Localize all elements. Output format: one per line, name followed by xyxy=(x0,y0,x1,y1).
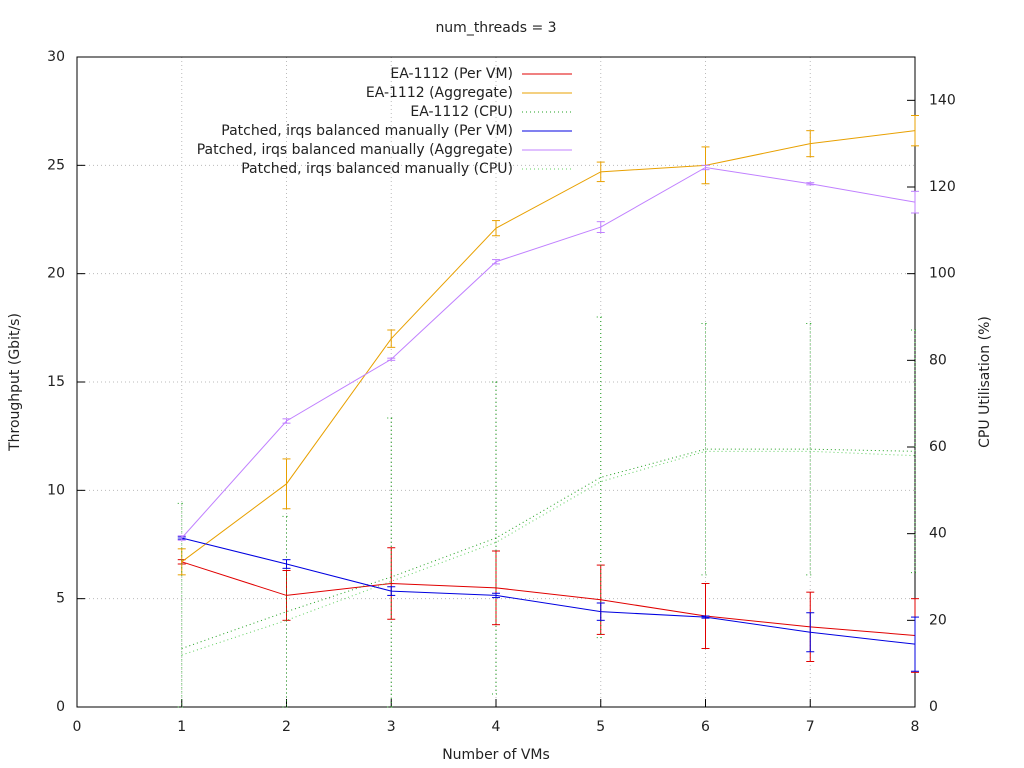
y2-tick-label: 120 xyxy=(929,179,956,195)
series-line xyxy=(181,537,916,645)
y-axis-label: Throughput (Gbit/s) xyxy=(7,313,23,452)
x-axis-label: Number of VMs xyxy=(442,747,550,763)
y-tick-label: 5 xyxy=(56,591,65,607)
x-tick-label: 5 xyxy=(596,719,605,735)
x-tick-label: 1 xyxy=(177,719,186,735)
x-tick-label: 8 xyxy=(911,719,920,735)
series-line xyxy=(181,448,916,649)
x-tick-label: 0 xyxy=(73,719,82,735)
x-tick-label: 4 xyxy=(492,719,501,735)
legend-label: Patched, irqs balanced manually (CPU) xyxy=(241,161,513,177)
error-bar xyxy=(911,329,919,574)
x-tick-label: 2 xyxy=(282,719,291,735)
error-bar xyxy=(282,515,291,708)
y-tick-label: 20 xyxy=(47,266,65,282)
legend-label: EA-1112 (Aggregate) xyxy=(366,85,513,101)
error-bar xyxy=(177,502,186,708)
y2-tick-label: 60 xyxy=(929,439,947,455)
series-line xyxy=(181,166,916,539)
legend-label: EA-1112 (Per VM) xyxy=(390,66,513,82)
error-bar xyxy=(911,115,919,147)
x-tick-label: 3 xyxy=(387,719,396,735)
y-tick-label: 15 xyxy=(47,374,65,390)
legend-label: EA-1112 (CPU) xyxy=(410,104,513,120)
y-tick-label: 10 xyxy=(47,482,65,498)
x-tick-label: 7 xyxy=(806,719,815,735)
y2-tick-label: 20 xyxy=(929,612,947,628)
series-line xyxy=(181,561,916,636)
y2-tick-label: 140 xyxy=(929,92,956,108)
series-line xyxy=(181,130,916,563)
y2-tick-label: 0 xyxy=(929,699,938,715)
y-tick-label: 30 xyxy=(47,49,65,65)
y-tick-label: 0 xyxy=(56,699,65,715)
error-bar xyxy=(492,381,500,695)
y2-axis-label: CPU Utilisation (%) xyxy=(977,316,993,448)
chart-title: num_threads = 3 xyxy=(435,20,556,36)
error-bar xyxy=(596,316,605,639)
y-tick-label: 25 xyxy=(47,157,65,173)
y2-tick-label: 40 xyxy=(929,526,947,542)
error-bar xyxy=(701,323,710,576)
series-line xyxy=(181,450,916,656)
legend-label: Patched, irqs balanced manually (Aggrega… xyxy=(197,142,513,158)
legend-label: Patched, irqs balanced manually (Per VM) xyxy=(221,123,513,139)
y2-tick-label: 80 xyxy=(929,352,947,368)
y2-tick-label: 100 xyxy=(929,266,956,282)
error-bar xyxy=(806,323,815,576)
error-bar xyxy=(387,417,396,708)
x-tick-label: 6 xyxy=(701,719,710,735)
